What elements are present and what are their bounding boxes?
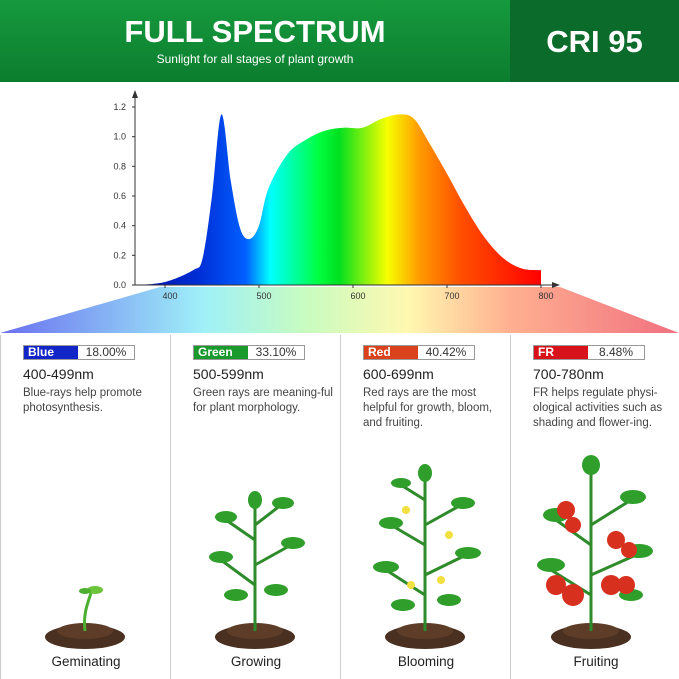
stage-label: Geminating <box>51 654 121 669</box>
band-range: 600-699nm <box>363 366 434 382</box>
band-badge: FR 8.48% <box>533 345 645 360</box>
page-subtitle: Sunlight for all stages of plant growth <box>156 52 354 66</box>
x-tick-label: 800 <box>538 291 553 301</box>
stage-label: Blooming <box>397 654 455 669</box>
band-percent: 33.10% <box>255 345 297 359</box>
band-column-blue: Blue 18.00% 400-499nm Blue-rays help prom… <box>0 335 170 679</box>
band-description: Red rays are the most helpful for growth… <box>363 387 493 429</box>
band-range: 400-499nm <box>23 366 94 382</box>
y-tick-label: 1.2 <box>113 102 126 112</box>
y-tick-label: 1.0 <box>113 132 126 142</box>
band-description: Green rays are meaning-ful for plant mor… <box>193 387 333 414</box>
band-name: Red <box>364 346 418 359</box>
x-tick-label: 400 <box>162 291 177 301</box>
blooming-plant-illustration <box>373 464 481 649</box>
growing-plant-illustration <box>209 491 305 649</box>
band-column-red: Red 40.42% 600-699nm Red rays are the mos… <box>340 335 510 679</box>
x-tick-label: 700 <box>444 291 459 301</box>
band-name: Green <box>194 346 248 359</box>
seedling-illustration <box>45 586 125 649</box>
band-badge: Blue 18.00% <box>23 345 135 360</box>
stage-label: Fruiting <box>573 654 619 669</box>
cri-panel <box>510 0 679 82</box>
spectrum-chart: 0.0 0.2 0.4 0.6 0.8 1.0 1.2 400 500 600 700 800 <box>0 90 679 333</box>
page-title: FULL SPECTRUM <box>124 14 386 49</box>
band-name: FR <box>534 346 588 359</box>
cri-label: CRI 95 <box>546 24 643 59</box>
band-name: Blue <box>24 346 78 359</box>
spectrum-fan <box>0 287 679 333</box>
y-tick-label: 0.6 <box>113 191 126 201</box>
band-column-fr: FR 8.48% 700-780nm FR helps regulate phys… <box>510 335 679 679</box>
x-axis-arrow <box>552 282 560 288</box>
band-badge: Red 40.42% <box>363 345 475 360</box>
header-banner: FULL SPECTRUM Sunlight for all stages of… <box>0 0 679 82</box>
y-tick-label: 0.0 <box>113 280 126 290</box>
y-axis-arrow <box>132 90 138 98</box>
y-tick-label: 0.4 <box>113 221 126 231</box>
band-description: Blue-rays help promote photosynthesis. <box>23 387 142 414</box>
band-range: 500-599nm <box>193 366 264 382</box>
band-badge: Green 33.10% <box>193 345 305 360</box>
band-range: 700-780nm <box>533 366 604 382</box>
x-tick-label: 600 <box>350 291 365 301</box>
y-tick-label: 0.8 <box>113 161 126 171</box>
y-tick-label: 0.2 <box>113 250 126 260</box>
band-column-green: Green 33.10% 500-599nm Green rays are mea… <box>170 335 340 679</box>
band-percent: 8.48% <box>598 345 634 359</box>
spectrum-area <box>136 114 542 285</box>
band-percent: 18.00% <box>85 345 127 359</box>
stage-label: Growing <box>230 654 282 669</box>
x-tick-label: 500 <box>256 291 271 301</box>
fruiting-plant-illustration <box>537 455 653 649</box>
band-description: FR helps regulate physi-ological activit… <box>533 387 663 429</box>
band-percent: 40.42% <box>425 345 467 359</box>
